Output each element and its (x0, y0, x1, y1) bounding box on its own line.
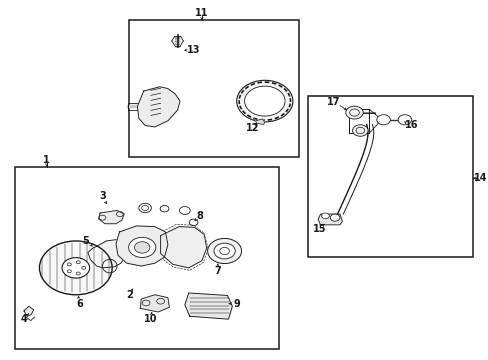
Text: 1: 1 (43, 155, 50, 165)
Polygon shape (318, 214, 342, 225)
Text: 8: 8 (196, 211, 203, 221)
Text: 3: 3 (99, 191, 105, 201)
Circle shape (207, 238, 241, 264)
Polygon shape (116, 226, 167, 266)
Text: 10: 10 (144, 314, 157, 324)
Text: 12: 12 (245, 123, 259, 133)
Circle shape (236, 80, 292, 122)
Circle shape (329, 214, 339, 221)
Bar (308, 96, 472, 257)
Circle shape (81, 266, 85, 269)
Text: 7: 7 (214, 266, 221, 276)
Circle shape (40, 241, 112, 295)
Polygon shape (255, 119, 264, 125)
Text: 4: 4 (20, 314, 27, 324)
Text: 17: 17 (326, 97, 340, 107)
Polygon shape (24, 306, 34, 316)
Circle shape (345, 106, 363, 119)
Polygon shape (137, 87, 180, 127)
Text: 11: 11 (195, 8, 208, 18)
Text: 5: 5 (82, 236, 89, 246)
Polygon shape (184, 293, 232, 319)
Circle shape (134, 242, 150, 253)
Text: 14: 14 (473, 173, 486, 183)
Circle shape (397, 115, 411, 125)
Circle shape (67, 263, 71, 266)
Polygon shape (140, 295, 169, 312)
Text: 15: 15 (312, 225, 325, 234)
Text: 6: 6 (76, 299, 83, 309)
Circle shape (376, 115, 389, 125)
Polygon shape (88, 239, 127, 268)
Circle shape (76, 261, 80, 264)
Text: 9: 9 (233, 299, 240, 309)
Polygon shape (160, 226, 206, 268)
Text: 16: 16 (404, 121, 418, 130)
Circle shape (128, 237, 156, 257)
Circle shape (62, 258, 89, 278)
Bar (15, 167, 279, 348)
Polygon shape (99, 211, 124, 224)
Bar (129, 21, 298, 157)
Text: 13: 13 (186, 45, 200, 55)
Circle shape (76, 272, 80, 275)
Circle shape (67, 270, 71, 273)
Circle shape (214, 243, 235, 259)
Circle shape (244, 86, 285, 116)
Text: 2: 2 (125, 291, 132, 301)
Circle shape (321, 213, 328, 219)
Circle shape (352, 125, 367, 136)
